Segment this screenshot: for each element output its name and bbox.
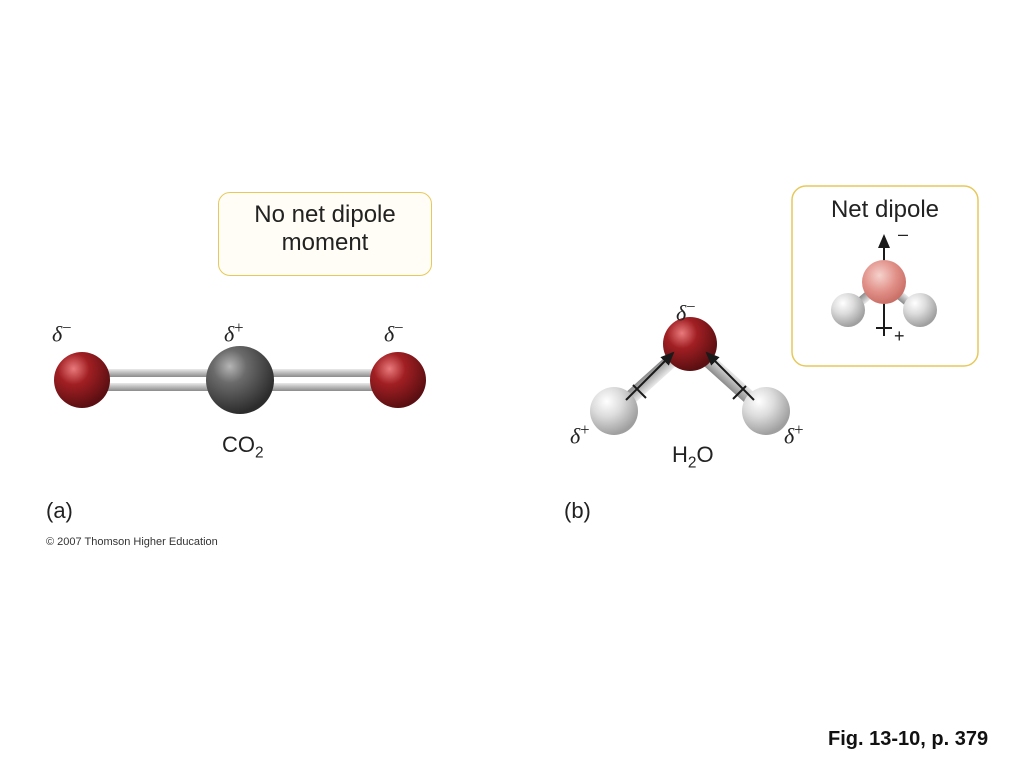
inset-plus-label: + <box>894 326 905 347</box>
panel-letter-b: (b) <box>564 498 591 524</box>
callout-net-dipole-title: Net dipole <box>792 196 978 224</box>
dipole-arrow-left <box>626 353 673 400</box>
delta-minus-top: δ− <box>676 297 696 326</box>
delta-plus-right: δ+ <box>784 420 804 449</box>
inset-minus-label: – <box>898 224 908 245</box>
figure-reference: Fig. 13-10, p. 379 <box>828 728 988 751</box>
dipole-arrow-right <box>707 353 754 400</box>
figure-canvas: No net dipole moment δ− δ+ δ− CO2 (a) © … <box>0 0 1024 768</box>
inset-atom-h-left <box>831 293 865 327</box>
inset-atom-h-right <box>903 293 937 327</box>
formula-h2o: H2O <box>672 442 714 472</box>
inset-atom-o <box>862 260 906 304</box>
delta-plus-left: δ+ <box>570 420 590 449</box>
panel-b-svg <box>0 0 1024 768</box>
